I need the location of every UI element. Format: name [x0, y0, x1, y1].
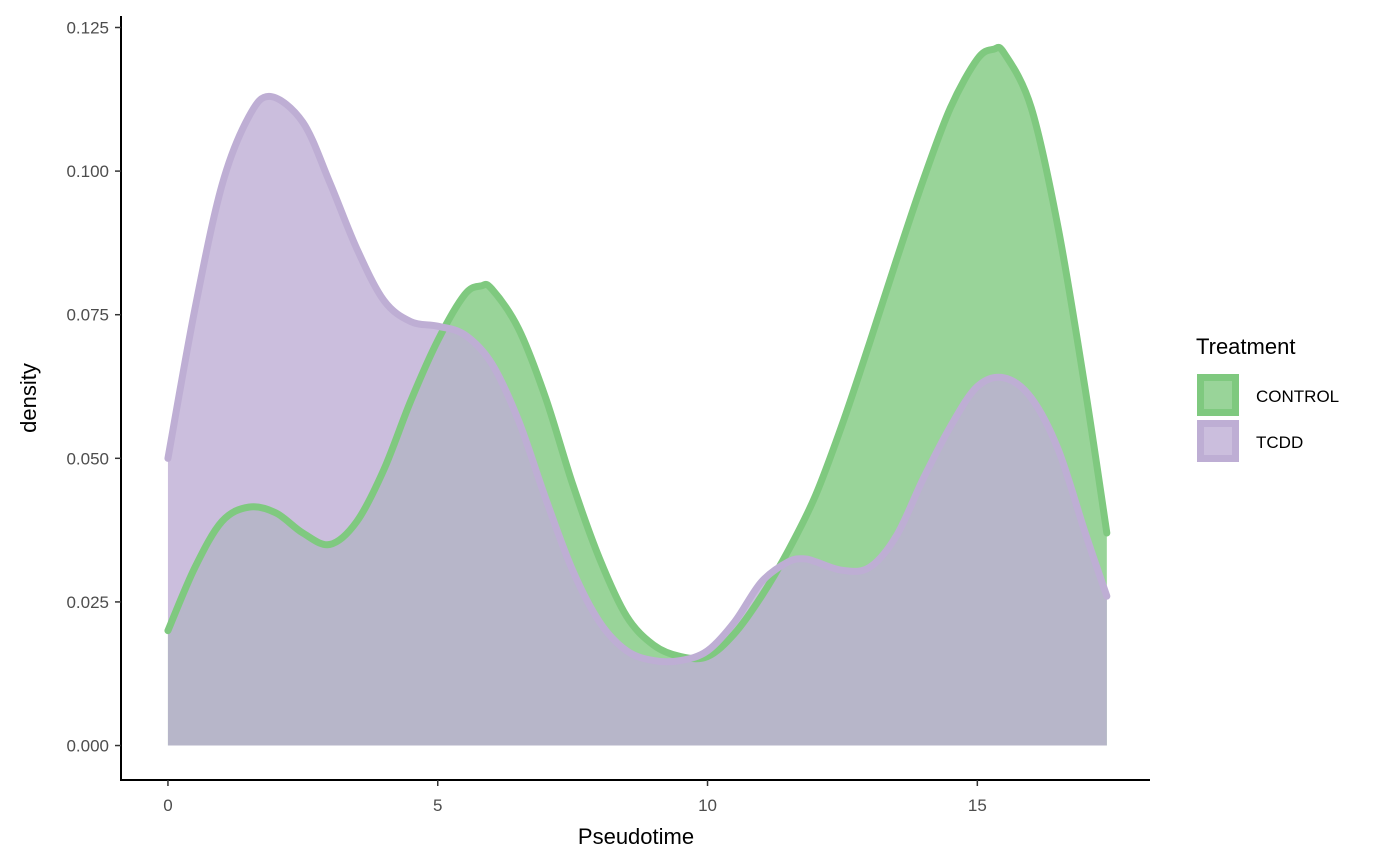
legend: Treatment CONTROL TCDD	[1196, 334, 1339, 462]
y-tick-label: 0.075	[66, 306, 109, 325]
x-tick-label: 5	[433, 796, 442, 815]
legend-title: Treatment	[1196, 334, 1295, 359]
y-tick-label: 0.025	[66, 593, 109, 612]
line-tcdd	[164, 92, 1111, 666]
series-lines	[164, 43, 1111, 666]
y-tick-label: 0.000	[66, 737, 109, 756]
y-tick-label: 0.050	[66, 449, 109, 468]
legend-items: CONTROL TCDD	[1197, 374, 1339, 462]
y-axis-title: density	[16, 363, 41, 433]
x-tick-label: 10	[698, 796, 717, 815]
x-axis-ticks: 0 5 10 15	[163, 780, 987, 815]
y-tick-label: 0.125	[66, 18, 109, 37]
x-tick-label: 15	[968, 796, 987, 815]
y-tick-label: 0.100	[66, 162, 109, 181]
x-tick-label: 0	[163, 796, 172, 815]
series-areas	[167, 47, 1107, 746]
legend-item-tcdd: TCDD	[1197, 420, 1303, 462]
y-axis-ticks: 0.000 0.025 0.050 0.075 0.100 0.125	[66, 18, 121, 756]
line-control	[164, 43, 1111, 663]
legend-item-control: CONTROL	[1197, 374, 1339, 416]
legend-label: TCDD	[1256, 433, 1303, 452]
legend-label: CONTROL	[1256, 387, 1339, 406]
legend-swatch	[1197, 374, 1239, 416]
x-axis-title: Pseudotime	[578, 824, 694, 849]
legend-swatch	[1197, 420, 1239, 462]
area-tcdd	[167, 96, 1107, 746]
